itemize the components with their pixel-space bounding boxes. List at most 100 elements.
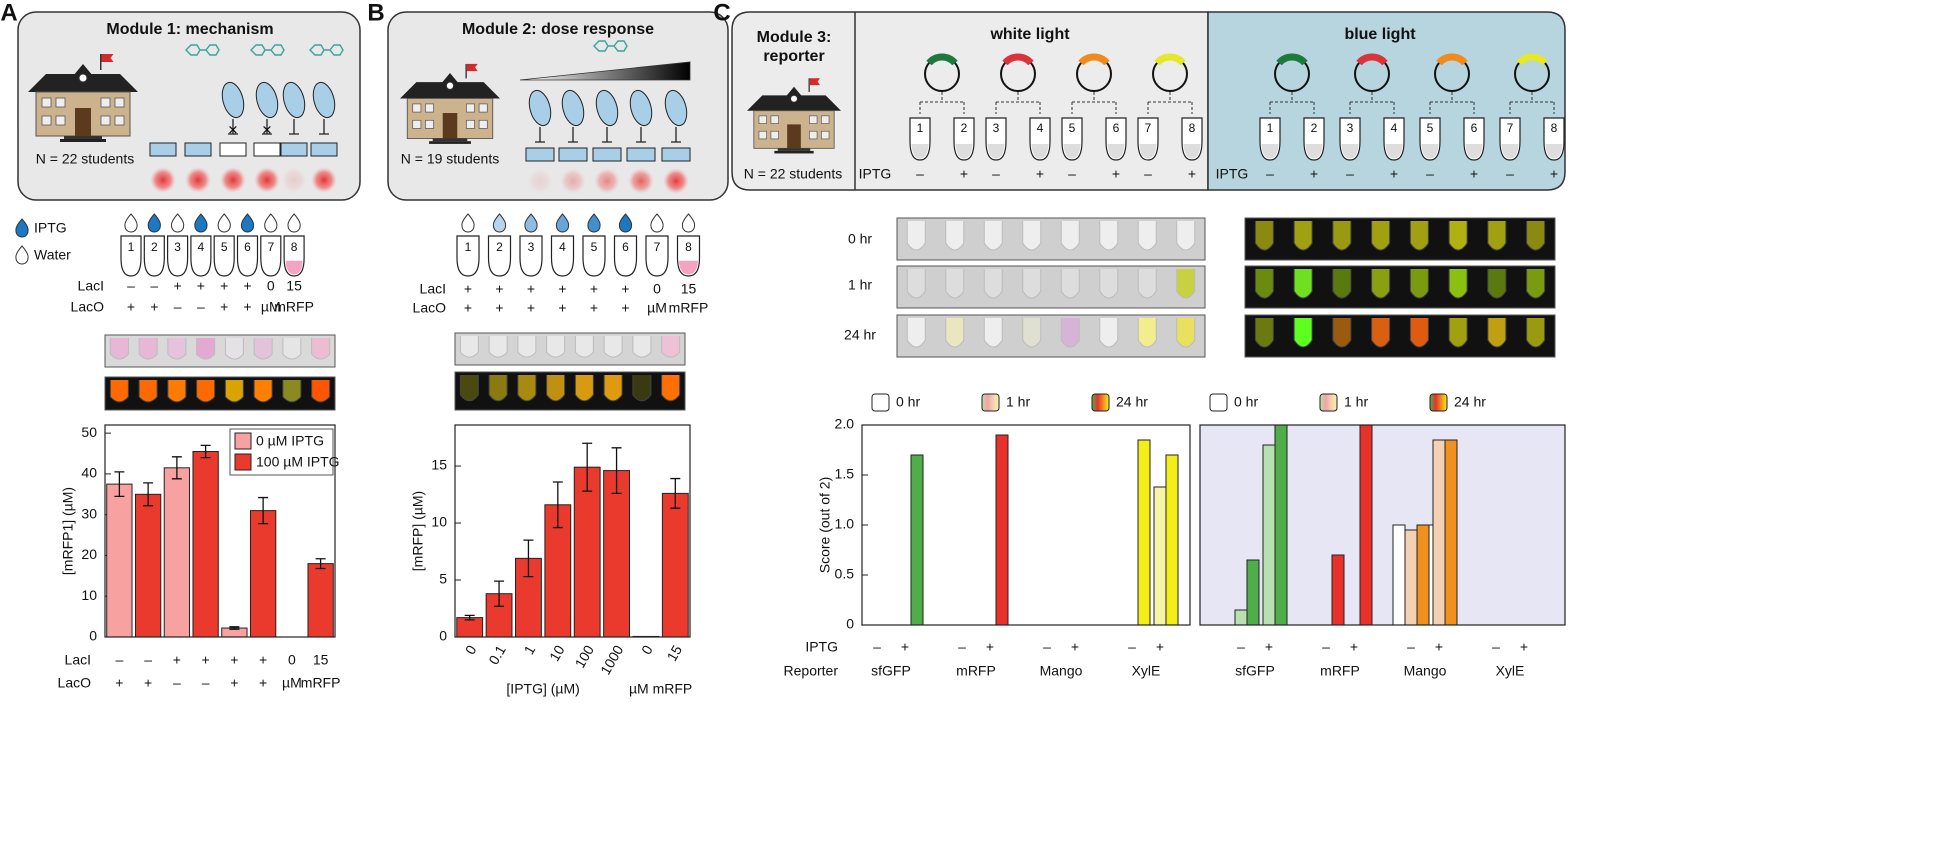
legend-label: 1 hr	[1344, 394, 1368, 410]
x-tick-label: +	[230, 652, 238, 668]
x-tick-label: 0.1	[485, 642, 509, 667]
photo-tube	[1060, 221, 1080, 251]
x-tick-label: +	[144, 675, 152, 691]
tube-liquid	[1385, 144, 1403, 159]
row-name: LacI	[420, 281, 446, 297]
y-axis-label: [mRFP] (µM)	[410, 491, 426, 571]
drop	[170, 213, 185, 233]
y-axis-label: Score (out of 2)	[817, 477, 833, 574]
iptg-sign: –	[1144, 166, 1152, 182]
photo-tube	[1409, 221, 1429, 251]
repression	[671, 127, 681, 143]
photo-tube	[1176, 269, 1196, 299]
photo-tube	[574, 336, 594, 358]
tube-number: 5	[1427, 121, 1434, 135]
cross: ✕	[228, 122, 239, 137]
module-title: reporter	[763, 48, 824, 65]
x-tick-label: mRFP	[956, 663, 996, 679]
photo-tube	[906, 269, 926, 299]
photo-tube	[517, 336, 537, 358]
x-tick-label: +	[115, 675, 123, 691]
photo-tube	[196, 338, 216, 360]
tube-liquid	[1545, 144, 1563, 159]
photo-tube	[224, 338, 244, 360]
photo-tube	[661, 375, 681, 402]
row-label: +	[558, 281, 566, 297]
tube-number: 1	[1267, 121, 1274, 135]
tube-number: 6	[244, 240, 251, 254]
fluorescence	[281, 167, 307, 193]
y-tick-label: 1.0	[835, 516, 855, 532]
legend-swatch	[1209, 393, 1228, 412]
bar	[603, 470, 630, 638]
photo-tube	[574, 375, 594, 402]
reporter-gene	[1078, 53, 1110, 66]
tube-number: 3	[528, 240, 535, 254]
x-tick-label: 15	[313, 652, 329, 668]
x-tick-label: 0	[462, 642, 480, 657]
y-tick-label: 0	[439, 628, 447, 644]
y-tick-label: 10	[431, 514, 447, 530]
error-bar	[114, 471, 125, 497]
x-tick-label: mRFP	[1320, 663, 1360, 679]
photo	[1244, 314, 1556, 358]
drop	[264, 213, 278, 233]
row-label: +	[174, 278, 182, 294]
tube-liquid	[1261, 144, 1279, 159]
photo-tube	[1099, 221, 1119, 251]
plot-frame	[454, 424, 691, 638]
photo-tube	[603, 336, 623, 358]
photo-tube	[983, 318, 1003, 348]
x-tick-label: –	[873, 639, 881, 655]
time-label: 1 hr	[848, 277, 872, 293]
photo	[896, 314, 1206, 358]
photo-tube	[1137, 318, 1157, 348]
laco-box	[310, 142, 338, 157]
drop	[194, 213, 208, 233]
tube-liquid	[285, 260, 303, 275]
x-tick-label: +	[986, 639, 994, 655]
tube-number: 3	[174, 240, 181, 254]
bar	[1234, 609, 1248, 626]
tube-liquid	[955, 144, 973, 159]
iptg-sign: –	[1068, 166, 1076, 182]
gradient-wedge	[519, 61, 691, 81]
tube-number: 7	[267, 240, 274, 254]
bar	[910, 454, 924, 626]
repression	[568, 127, 578, 143]
tube-number: 8	[291, 240, 298, 254]
photo-tube	[906, 318, 926, 348]
row-label: +	[495, 300, 503, 316]
x-tick-label: +	[259, 675, 267, 691]
reporter-gene	[1154, 53, 1186, 66]
tube-liquid	[1421, 144, 1439, 159]
photo	[896, 265, 1206, 309]
photo-tube	[1409, 318, 1429, 348]
drop	[681, 213, 696, 233]
row-name: LacI	[65, 652, 91, 668]
repression	[602, 127, 612, 143]
x-tick-label: +	[1265, 639, 1273, 655]
x-tick-label: XylE	[1132, 663, 1161, 679]
reporter-gene	[926, 53, 958, 66]
legend-label: Water	[34, 247, 71, 263]
iptg-sign: –	[1266, 166, 1274, 182]
split-arrow	[1429, 92, 1475, 114]
split-arrow	[1349, 92, 1395, 114]
drop	[147, 213, 161, 233]
row-name: IPTG	[805, 639, 838, 655]
drop	[15, 218, 29, 238]
tube	[487, 235, 512, 277]
fluorescence	[663, 168, 689, 194]
row-name: LacO	[71, 299, 105, 315]
laci-protein	[629, 89, 653, 127]
photo-tube	[983, 269, 1003, 299]
iptg-sign: +	[1390, 166, 1398, 182]
tube-number: 8	[685, 240, 692, 254]
photo-tube	[138, 380, 158, 403]
fluorescence	[560, 168, 586, 194]
laco-box	[280, 142, 308, 157]
module-title: Module 3:	[757, 29, 832, 46]
bar	[106, 483, 133, 638]
tube-liquid	[1501, 144, 1519, 159]
